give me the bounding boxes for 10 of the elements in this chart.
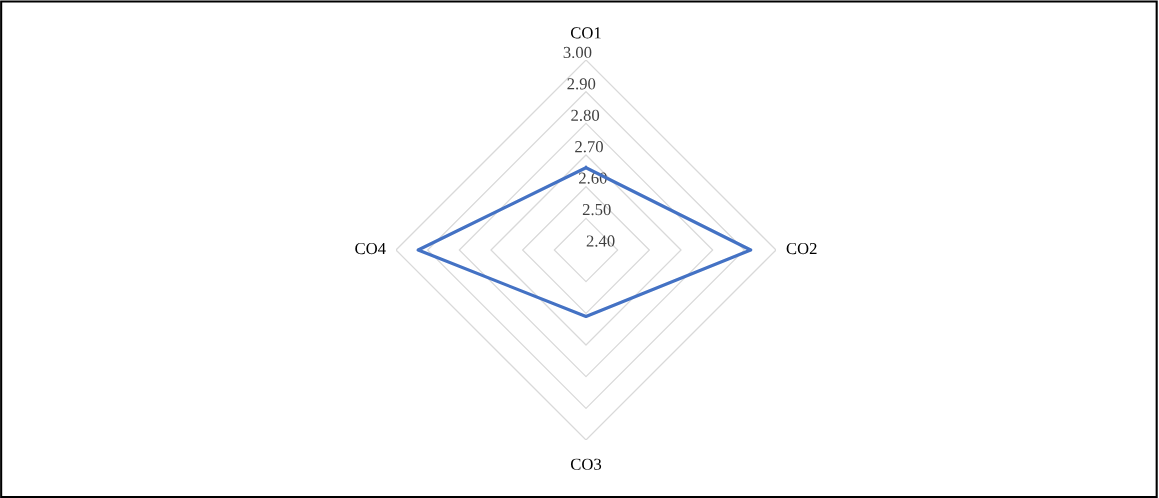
- y-tick-label: 2.90: [567, 78, 596, 90]
- y-tick-label: 2.40: [586, 235, 615, 247]
- y-tick-label: 2.50: [582, 203, 611, 216]
- spoke-label: CO3: [570, 458, 602, 470]
- y-tick-label: 2.70: [575, 141, 603, 153]
- spoke-label: CO4: [355, 242, 386, 255]
- spoke-label: CO2: [786, 242, 817, 255]
- y-tick-label: 3.00: [563, 46, 592, 59]
- y-tick-label: 2.80: [571, 109, 600, 121]
- spoke-label: CO1: [570, 27, 601, 39]
